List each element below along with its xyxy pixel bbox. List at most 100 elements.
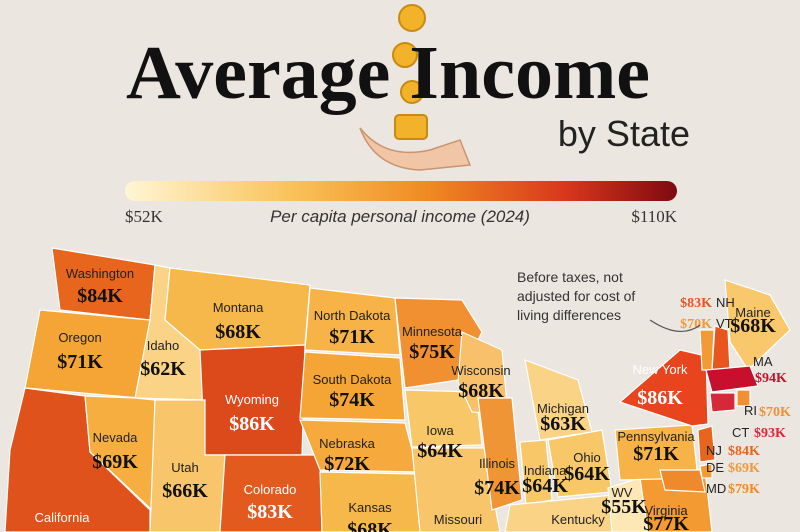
- note-line: adjusted for cost of: [517, 288, 635, 304]
- state-value: $63K: [540, 413, 586, 435]
- legend-min: $52K: [125, 207, 164, 226]
- state-value: $75K: [409, 341, 455, 363]
- state-name: Pennsylvania: [617, 429, 695, 444]
- state-name: Nebraska: [319, 436, 375, 451]
- state-name: Michigan: [537, 401, 589, 416]
- state-name: Kansas: [348, 500, 392, 515]
- state-name: MD: [706, 481, 726, 496]
- state-shape: [697, 425, 716, 463]
- state-value: $77K: [643, 513, 689, 532]
- state-shape: [705, 365, 759, 393]
- state-value: $66K: [162, 480, 208, 502]
- note-line: living differences: [517, 307, 621, 323]
- state-value: $62K: [140, 358, 186, 380]
- state-shape: [607, 477, 649, 532]
- state-name: Wyoming: [225, 392, 279, 407]
- state-name: WV: [612, 485, 633, 500]
- state-name: Idaho: [147, 338, 180, 353]
- state-name: Wisconsin: [451, 363, 510, 378]
- state-name: Virginia: [644, 503, 688, 518]
- state-value: $84K: [728, 444, 760, 459]
- state-value: $79K: [728, 482, 760, 497]
- state-name: RI: [744, 403, 757, 418]
- state-shape: [699, 329, 715, 371]
- state-name: DE: [706, 460, 724, 475]
- state-name: Ohio: [573, 450, 600, 465]
- state-value: $68K: [215, 321, 261, 343]
- state-value: $83K: [247, 501, 293, 523]
- state-name: California: [35, 510, 91, 525]
- state-name: Oregon: [58, 330, 101, 345]
- state-shape: [724, 279, 791, 371]
- state-value: $72K: [324, 453, 370, 475]
- state-name: Iowa: [426, 423, 454, 438]
- state-name: Indiana: [524, 463, 567, 478]
- state-value: $84K: [77, 285, 123, 307]
- legend-bar: [125, 181, 677, 201]
- state-name: MA: [753, 354, 773, 369]
- state-shape: [477, 397, 523, 511]
- state-value: $68K: [458, 380, 504, 402]
- state-value: $93K: [754, 426, 786, 441]
- state-shape: [618, 349, 709, 427]
- state-name: NH: [716, 295, 735, 310]
- state-name: Utah: [171, 460, 198, 475]
- state-value: $64K: [522, 475, 568, 497]
- state-shape: [304, 287, 401, 356]
- state-shape: [411, 447, 501, 532]
- state-value: $74K: [329, 389, 375, 411]
- state-value: $70K: [759, 405, 791, 420]
- state-name: Nevada: [93, 430, 139, 445]
- state-value: $86K: [229, 413, 275, 435]
- state-value: $69K: [728, 461, 760, 476]
- state-name: Washington: [66, 266, 134, 281]
- subtitle: by State: [558, 113, 690, 154]
- state-value: $74K: [474, 477, 520, 499]
- state-shape: [504, 494, 631, 532]
- state-shape: [709, 392, 736, 413]
- state-name: New York: [633, 362, 688, 377]
- state-name: Kentucky: [551, 512, 605, 527]
- state-shape: [404, 389, 483, 448]
- legend-caption: Per capita personal income (2024): [270, 207, 530, 226]
- state-value: $64K: [564, 463, 610, 485]
- state-value: $69K: [92, 451, 138, 473]
- state-name: Maine: [735, 305, 770, 320]
- state-name: Colorado: [244, 482, 297, 497]
- state-name: Minnesota: [402, 324, 463, 339]
- state-shape: [659, 469, 706, 493]
- annotation: Before taxes, not adjusted for cost of l…: [517, 269, 701, 332]
- state-shape: [711, 325, 731, 371]
- state-name: North Dakota: [314, 308, 391, 323]
- state-shape: [736, 389, 751, 407]
- state-value: $71K: [57, 351, 103, 373]
- state-name: Missouri: [434, 512, 483, 527]
- state-name: NJ: [706, 443, 722, 458]
- state-value: $71K: [633, 443, 679, 465]
- note-line: Before taxes, not: [517, 269, 623, 285]
- state-shape: [319, 471, 426, 532]
- map: Washington $84K Oregon $71K California Idaho $…: [4, 247, 791, 532]
- state-value: $83K: [680, 296, 712, 311]
- note-arrow: [649, 319, 701, 332]
- state-value: $86K: [637, 387, 683, 409]
- coins-illustration: [359, 4, 472, 171]
- state-value: $94K: [755, 371, 787, 386]
- state-value: $55K: [601, 496, 647, 518]
- state-name: Illinois: [479, 456, 516, 471]
- state-value: $70K: [680, 317, 712, 332]
- state-name: VT: [716, 316, 733, 331]
- title: Average Income: [126, 31, 650, 115]
- state-name: CT: [732, 425, 749, 440]
- state-value: $68K: [347, 519, 393, 532]
- state-name: South Dakota: [313, 372, 393, 387]
- state-value: $68K: [730, 315, 776, 337]
- state-shape: [519, 439, 553, 506]
- state-name: Montana: [213, 300, 264, 315]
- state-value: $71K: [329, 326, 375, 348]
- state-value: $64K: [417, 440, 463, 462]
- legend-max: $110K: [631, 207, 677, 226]
- state-shape: [219, 454, 323, 532]
- state-shape: [299, 351, 406, 421]
